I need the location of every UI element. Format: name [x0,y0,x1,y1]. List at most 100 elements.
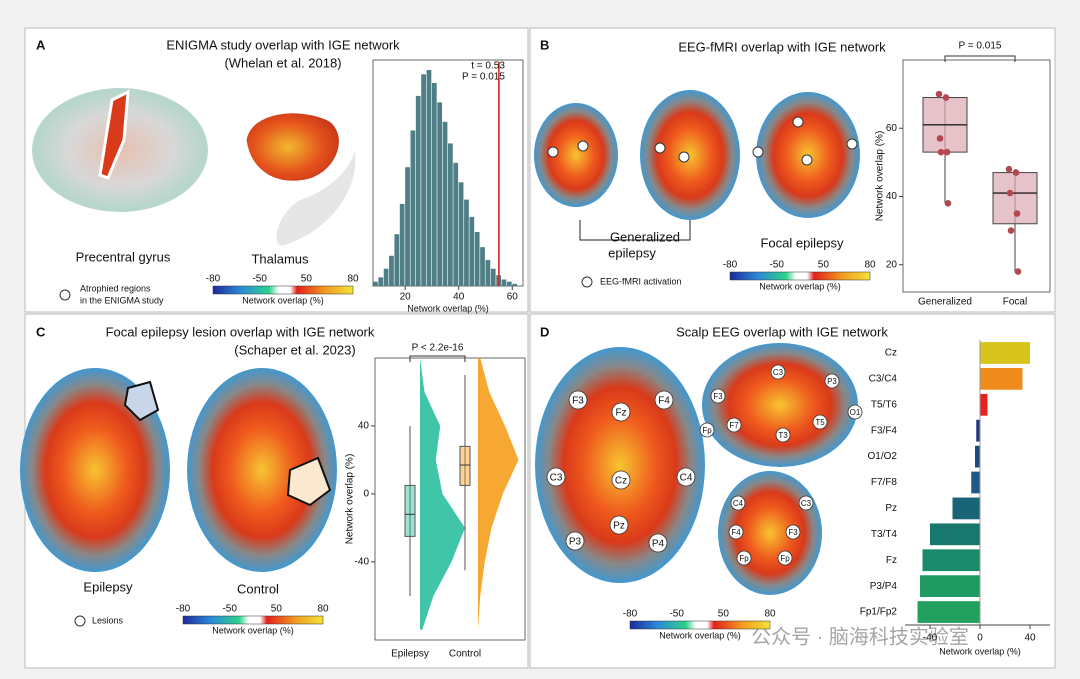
colorbar-tick-label: 80 [864,260,876,271]
electrode [775,427,791,443]
histogram-bar [421,74,426,286]
histogram-bar [437,102,443,287]
colorbar-tick-label: 50 [818,260,830,271]
electrode-label: C3 [550,473,563,484]
electrode [565,531,585,551]
y-tick-label: T5/T6 [871,399,898,410]
electrode [676,467,696,487]
electrode [648,533,668,553]
electrode-label: P3 [827,377,837,386]
colorbar-tick-label: 80 [764,609,776,620]
bracket [579,220,691,241]
box [404,484,416,537]
bar [952,497,980,520]
colorbar-tick-label: -80 [723,260,738,271]
electrode-label: O1 [850,408,861,417]
bar [975,445,980,468]
bar [976,419,980,442]
electrode [611,470,631,490]
histogram-bar [501,279,507,286]
colorbar-tick-label: 50 [718,609,730,620]
legend-symbol [581,276,593,288]
electrode-label: P3 [569,537,582,548]
panel-letter: B [540,37,549,52]
data-point [936,135,944,142]
histogram-bar [373,281,378,286]
colorbar-label: Network overlap (%) [659,630,741,640]
colorbar-label: Network overlap (%) [242,295,324,305]
colorbar-label: Network overlap (%) [759,281,841,291]
histogram-bar [469,216,475,286]
y-tick-label: F7/F8 [871,477,898,488]
histogram-bar [485,260,491,286]
colorbar [629,620,771,630]
precentral-region [98,89,130,180]
colorbar [729,271,871,281]
activation-dot [801,154,813,166]
electrode [728,524,744,540]
panel-letter: C [36,324,46,339]
histogram-bar [512,283,518,286]
histogram-bar [431,82,437,287]
electrode [798,495,814,511]
y-tick-label: -40 [355,556,370,567]
brain-side [702,343,858,467]
x-tick-label: -40 [923,633,938,644]
histogram-bar [464,199,469,286]
image-label: Epilepsy [83,579,133,594]
x-tick-label: 40 [1024,633,1036,644]
electrode [710,388,726,404]
x-tick-label: 0 [977,633,983,644]
data-point [1013,210,1021,217]
data-point [944,199,952,207]
bar [971,471,980,494]
activation-dot [577,140,589,152]
brain-axial [640,90,740,220]
image-label: Control [237,581,279,596]
colorbar-tick-label: -50 [669,609,684,620]
data-point [942,94,950,101]
electrode [730,495,746,511]
electrode-label: F3 [713,392,723,401]
y-tick-label: Cz [885,348,897,359]
image-label: Precentral gyrus [76,249,171,264]
activation-dot [654,142,666,154]
density [478,358,519,630]
colorbar-tick-label: 50 [271,604,283,615]
colorbar [212,285,354,295]
histogram-bar [448,143,453,286]
x-tick-label: 20 [400,292,412,303]
plot-frame [374,357,526,641]
electrode-label: F3 [788,528,798,537]
bar [930,523,980,546]
histogram-bar [383,268,389,286]
data-point [1007,227,1015,234]
activation-dot [678,151,690,163]
y-tick-label: 60 [886,123,898,134]
bar [980,342,1030,364]
histogram-bar [410,130,416,286]
histogram-bar [405,167,410,286]
electrode [812,414,828,430]
y-tick-label: O1/O2 [868,451,898,462]
panel-letter: A [36,37,46,52]
activation-dot [792,116,804,128]
y-axis-label: Network overlap (%) [345,454,356,545]
data-point [935,90,943,98]
colorbar-tick-label: 50 [301,274,313,285]
electrode-label: C3 [801,499,812,508]
legend-text: Lesions [92,615,124,625]
y-tick-label: P3/P4 [870,581,898,592]
colorbar-label: Network overlap (%) [212,625,294,635]
bar [920,575,980,598]
activation-dot [846,138,858,150]
bar [917,601,980,623]
electrode-label: T3 [778,431,788,440]
image-label: Thalamus [251,251,309,266]
electrode-label: T5 [815,418,825,427]
annotation: P = 0.015 [462,72,505,83]
electrode-label: Fp [739,554,749,563]
histogram-bar [458,182,464,286]
panel-subtitle: (Schaper et al. 2023) [234,342,355,357]
